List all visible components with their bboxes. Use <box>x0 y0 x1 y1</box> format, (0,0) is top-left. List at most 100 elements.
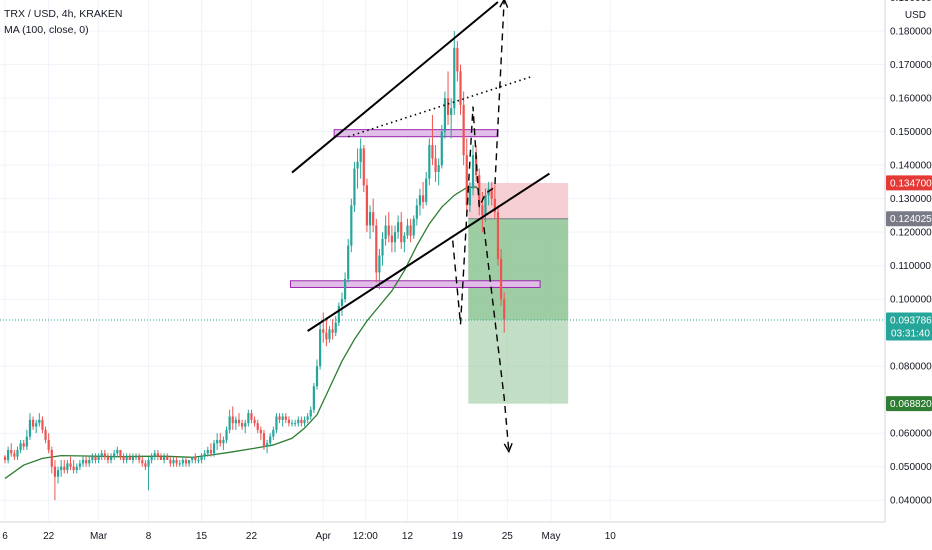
candle-body <box>390 235 393 243</box>
price-tag-label: 0.068820 <box>890 399 932 410</box>
candle-body <box>209 449 213 454</box>
candle-body <box>272 429 275 437</box>
candle-body <box>456 47 459 72</box>
time-tick-label: 22 <box>246 531 258 542</box>
candle-body <box>113 453 116 457</box>
candle-body <box>478 175 481 206</box>
candle-body <box>425 178 428 203</box>
candle-body <box>219 439 222 444</box>
candle-body <box>66 463 69 471</box>
candle-body <box>365 185 369 226</box>
candle-body <box>128 456 131 461</box>
arrow-head-down <box>503 442 513 454</box>
candle-body <box>437 165 440 172</box>
position-tool[interactable] <box>468 182 569 404</box>
candle-body <box>328 329 331 340</box>
candle-body <box>490 188 493 199</box>
price-tag <box>886 396 932 412</box>
candle-body <box>85 460 88 464</box>
candle-body <box>166 456 169 461</box>
candle-body <box>116 449 119 454</box>
candle-body <box>428 145 431 179</box>
candle-body <box>331 329 334 333</box>
candle-body <box>75 466 78 471</box>
candle-body <box>446 98 450 115</box>
candle-body <box>409 225 412 236</box>
candle-body <box>343 279 347 300</box>
candle-body <box>31 419 35 427</box>
candle-body <box>175 460 178 464</box>
ma-indicator-label[interactable]: MA (100, close, 0) <box>4 24 89 36</box>
candle-body <box>153 453 156 457</box>
time-tick-label: 12:00 <box>353 531 378 542</box>
candle-body <box>443 98 447 132</box>
candle-body <box>10 449 13 454</box>
projection-path-down <box>483 227 510 452</box>
candle-body <box>78 463 81 467</box>
candle-body <box>187 460 191 464</box>
candle-body <box>393 232 397 243</box>
candle-body <box>453 47 456 109</box>
candle-body <box>63 466 66 471</box>
candle-body <box>234 419 237 424</box>
candle-body <box>290 423 294 425</box>
candle-body <box>300 419 303 424</box>
candle-body <box>384 225 387 239</box>
price-tick-label: 0.180000 <box>890 27 932 38</box>
candle-body <box>109 456 113 461</box>
trendlines[interactable] <box>291 0 550 454</box>
candle-body <box>56 470 60 477</box>
candle-body <box>294 423 297 425</box>
candle-body <box>496 212 500 259</box>
candle-body <box>22 443 25 447</box>
candle-body <box>284 416 287 420</box>
candle-body <box>184 460 188 464</box>
candle-body <box>431 145 434 159</box>
time-tick-label: Mar <box>90 531 108 542</box>
candle-body <box>287 419 291 424</box>
candle-body <box>503 299 506 320</box>
candle-body <box>241 423 244 427</box>
candle-body <box>94 456 97 461</box>
candle-body <box>50 449 53 467</box>
candle-body <box>347 245 350 280</box>
time-tick-label: 15 <box>196 531 208 542</box>
candle-body <box>415 205 418 219</box>
countdown-label: 03:31:40 <box>891 329 930 340</box>
time-tick-label: Apr <box>315 531 331 542</box>
grid <box>0 0 885 522</box>
candle-body <box>387 225 390 236</box>
candle-body <box>203 453 206 457</box>
candle-body <box>353 168 356 206</box>
candle-body <box>421 195 425 203</box>
candle-body <box>191 456 194 461</box>
symbol-title[interactable]: TRX / USD, 4h, KRAKEN <box>4 8 123 20</box>
time-tick-label: 8 <box>146 531 152 542</box>
candle-body <box>222 439 225 444</box>
candle-body <box>269 436 272 444</box>
candle-body <box>297 419 300 424</box>
projection-path-up <box>452 0 505 325</box>
price-tick-label: 0.150000 <box>890 127 932 138</box>
candle-body <box>368 212 372 226</box>
candle-body <box>138 456 141 461</box>
candle-body <box>134 456 138 458</box>
price-tick-label: 0.170000 <box>890 60 932 71</box>
candle-body <box>88 460 91 464</box>
candle-body <box>325 332 328 340</box>
candle-body <box>35 423 38 427</box>
currency-label: USD <box>905 10 926 21</box>
candle-body <box>197 460 200 462</box>
ma-100-line <box>4 186 480 479</box>
candle-body <box>322 329 325 333</box>
trendline <box>291 1 499 174</box>
price-tick-label: 0.130000 <box>890 194 932 205</box>
candle-body <box>172 460 175 464</box>
time-axis[interactable]: 6 22 Mar 8 15 22 Apr 12:00 12 19 25 May 10 <box>0 521 885 550</box>
candle-body <box>212 443 216 454</box>
price-axis[interactable]: USD 0.040000 0.050000 0.060000 0.080000 0.100… <box>884 0 932 550</box>
candle-body <box>106 456 110 461</box>
candle-body <box>38 419 41 424</box>
candle-body <box>312 386 315 410</box>
